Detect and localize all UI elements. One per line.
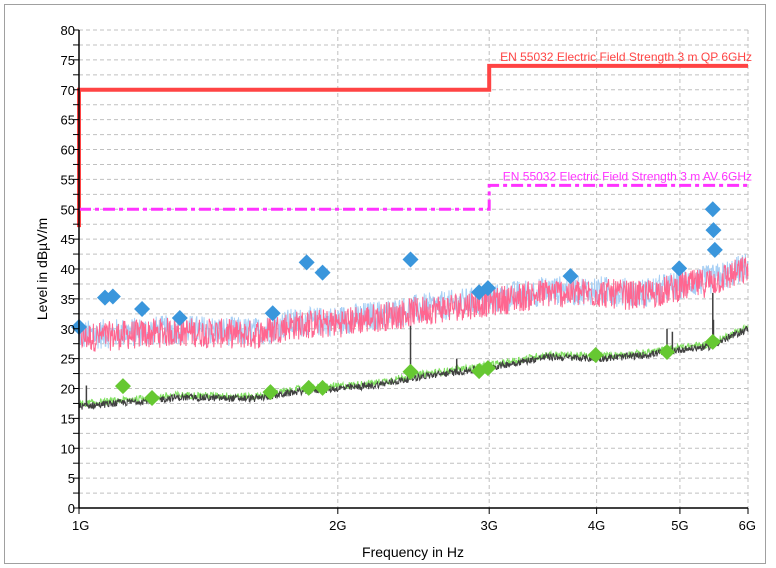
qp-marker (706, 241, 723, 258)
y-tick-label: 30 (61, 322, 75, 337)
av-marker (402, 363, 419, 380)
av-marker (587, 347, 604, 364)
x-tick-label: 3G (481, 518, 498, 533)
y-tick-label: 5 (68, 471, 75, 486)
y-tick-label: 25 (61, 352, 75, 367)
traces (78, 253, 749, 411)
y-tick-label: 35 (61, 292, 75, 307)
y-axis-label: Level in dBµV/m (34, 218, 50, 320)
av-limit-line (79, 183, 748, 211)
av-limit-label: EN 55032 Electric Field Strength 3 m AV … (503, 169, 752, 183)
av-marker (479, 360, 496, 377)
grid (79, 29, 749, 508)
average-trace (78, 326, 749, 411)
qp-marker (671, 260, 688, 277)
x-tick-label: 4G (588, 518, 605, 533)
av-marker (144, 390, 161, 407)
y-tick-label: 75 (61, 53, 75, 68)
qp-marker (705, 222, 722, 239)
qp-marker (704, 201, 721, 218)
y-tick-label: 80 (61, 23, 75, 38)
x-tick-label: 5G (671, 518, 688, 533)
qp-marker (314, 264, 331, 281)
av-marker (659, 344, 676, 361)
av-marker (262, 384, 279, 401)
x-axis-label: Frequency in Hz (362, 544, 464, 560)
x-tick-label: 1G (72, 518, 89, 533)
average-trace-underlay (78, 324, 749, 408)
av-marker (314, 379, 331, 396)
qp-marker (264, 305, 281, 322)
av-marker (300, 379, 317, 396)
x-tick-label: 6G (739, 518, 756, 533)
qp-limit-label: EN 55032 Electric Field Strength 3 m QP … (500, 50, 752, 64)
y-tick-label: 10 (61, 441, 75, 456)
av-marker (704, 333, 721, 350)
qp-marker (171, 309, 188, 326)
y-tick-label: 65 (61, 113, 75, 128)
qp-marker (402, 251, 419, 268)
axes: 0 5 10 15 20 25 30 35 40 45 50 55 60 65 70 75 80 1G 2G 3G 4G… (61, 23, 756, 533)
y-tick-label: 20 (61, 382, 75, 397)
y-tick-label: 45 (61, 232, 75, 247)
y-tick-label: 50 (61, 202, 75, 217)
y-tick-label: 55 (61, 172, 75, 187)
y-tick-label: 15 (61, 411, 75, 426)
av-marker (114, 378, 131, 395)
qp-marker (479, 280, 496, 297)
markers (71, 201, 723, 407)
limit-lines: EN 55032 Electric Field Strength 3 m QP … (77, 50, 752, 228)
y-tick-label: 40 (61, 262, 75, 277)
y-tick-label: 60 (61, 143, 75, 158)
qp-marker (134, 301, 151, 318)
qp-marker (298, 254, 315, 271)
y-tick-label: 70 (61, 83, 75, 98)
qp-marker (562, 268, 579, 285)
y-tick-label: 0 (68, 501, 75, 516)
peak-trace (78, 257, 749, 352)
x-tick-label: 2G (329, 518, 346, 533)
qp-marker (104, 288, 121, 305)
